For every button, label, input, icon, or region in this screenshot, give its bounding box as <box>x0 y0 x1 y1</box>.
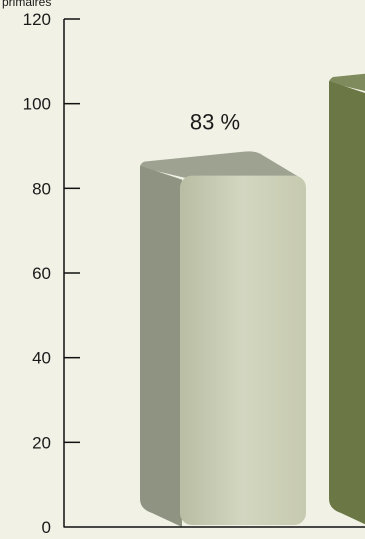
y-tick-label-40: 40 <box>32 349 51 368</box>
bar-0-side-face <box>140 165 182 527</box>
y-tick-label-80: 80 <box>32 179 51 198</box>
axes-group: 0 20 40 60 80 100 120 <box>23 10 365 537</box>
y-axis-label: primaires <box>2 0 51 9</box>
bar-1-side-face <box>329 80 365 525</box>
y-tick-label-60: 60 <box>32 264 51 283</box>
y-tick-label-100: 100 <box>23 95 51 114</box>
bar-1-top-face <box>329 73 365 92</box>
bar-0-top-face <box>140 151 300 178</box>
y-tick-label-120: 120 <box>23 10 51 29</box>
y-tick-label-20: 20 <box>32 433 51 452</box>
bar-0-data-label: 83 % <box>190 110 240 135</box>
y-tick-label-0: 0 <box>42 518 51 534</box>
bar-0 <box>180 175 306 525</box>
bars-group: 83 % <box>140 73 365 527</box>
